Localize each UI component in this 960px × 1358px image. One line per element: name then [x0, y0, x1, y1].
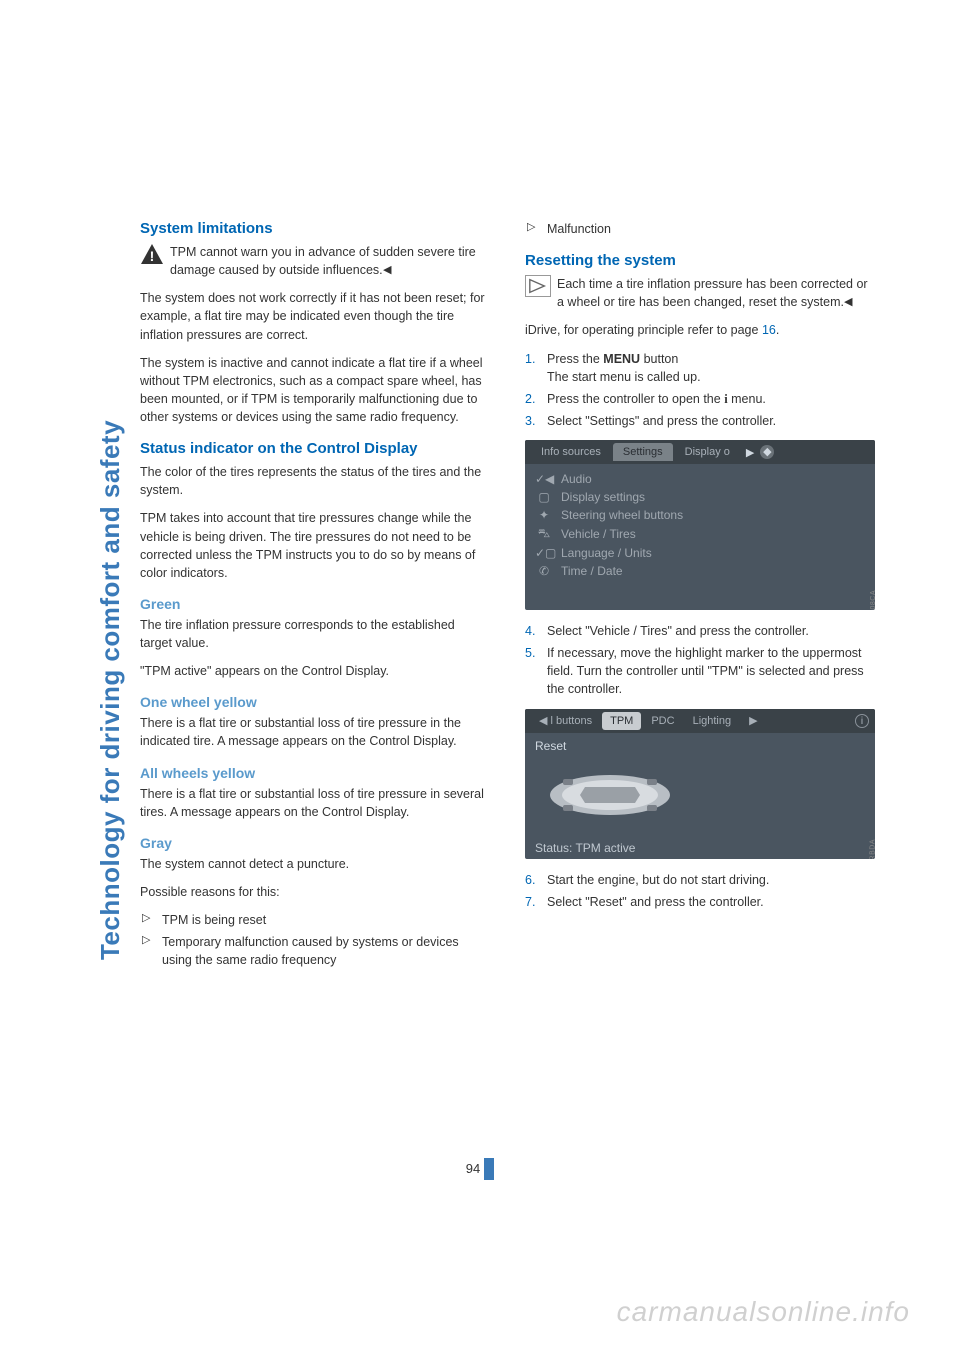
- body-text: iDrive, for operating principle refer to…: [525, 321, 875, 339]
- steps-list: 4.Select "Vehicle / Tires" and press the…: [525, 622, 875, 699]
- heading-status-indicator: Status indicator on the Control Display: [140, 440, 490, 457]
- body-text: "TPM active" appears on the Control Disp…: [140, 662, 490, 680]
- clock-icon: ✆: [535, 564, 553, 578]
- ss-menu-row: ✓▢Language / Units: [535, 544, 865, 562]
- step-item: 5.If necessary, move the highlight marke…: [525, 644, 875, 698]
- body-text: There is a flat tire or substantial loss…: [140, 714, 490, 750]
- step-item: 2. Press the controller to open the i me…: [525, 390, 875, 408]
- steps-list: 6.Start the engine, but do not start dri…: [525, 871, 875, 911]
- ss-tab: ◀ l buttons: [531, 711, 600, 730]
- side-section-title: Technology for driving comfort and safet…: [95, 420, 126, 960]
- page-link[interactable]: 16: [762, 323, 776, 337]
- body-text: The system does not work correctly if it…: [140, 289, 490, 343]
- heading-resetting: Resetting the system: [525, 252, 875, 269]
- body-text: Possible reasons for this:: [140, 883, 490, 901]
- left-column: System limitations ! TPM cannot warn you…: [140, 220, 490, 979]
- ss-menu-row: ✆Time / Date: [535, 562, 865, 580]
- arrow-right-icon: ▶: [741, 711, 765, 730]
- steps-list: 1. Press the MENU button The start menu …: [525, 350, 875, 431]
- warning-icon: !: [140, 243, 164, 265]
- body-text: The system is inactive and cannot indica…: [140, 354, 490, 427]
- ss-tab: Lighting: [685, 712, 740, 730]
- body-text: The color of the tires represents the st…: [140, 463, 490, 499]
- bullet-item: Malfunction: [525, 220, 875, 238]
- manual-page: Technology for driving comfort and safet…: [0, 0, 960, 1358]
- idrive-screenshot-tpm: ◀ l buttons TPM PDC Lighting ▶ i Reset: [525, 709, 875, 859]
- status-text: Status: TPM active: [535, 841, 635, 855]
- heading-system-limitations: System limitations: [140, 220, 490, 237]
- note-block: Each time a tire inflation pressure has …: [525, 275, 875, 311]
- car-icon: ⛍: [535, 526, 553, 542]
- bullet-list: TPM is being reset Temporary malfunction…: [140, 911, 490, 969]
- page-marker-bar: [484, 1158, 494, 1180]
- ss-tab: Display o: [675, 443, 740, 461]
- wheel-icon: ✦: [535, 508, 553, 522]
- subheading-one-wheel: One wheel yellow: [140, 694, 490, 710]
- ss-menu-row: ✦Steering wheel buttons: [535, 506, 865, 524]
- image-code: MN02-31-RBDA: [870, 839, 875, 859]
- ss-tab: Info sources: [531, 443, 611, 461]
- subheading-gray: Gray: [140, 835, 490, 851]
- idrive-screenshot-settings: Info sources Settings Display o ▶ ◆ ✓◀Au…: [525, 440, 875, 610]
- ss-menu-row: ⛍Vehicle / Tires: [535, 524, 865, 544]
- warning-block: ! TPM cannot warn you in advance of sudd…: [140, 243, 490, 279]
- page-number-block: 94: [0, 1158, 960, 1180]
- body-text: The tire inflation pressure corresponds …: [140, 616, 490, 652]
- body-text: TPM takes into account that tire pressur…: [140, 509, 490, 582]
- flag-icon: ✓▢: [535, 546, 553, 560]
- car-top-view-icon: [535, 765, 685, 825]
- note-icon: [525, 275, 551, 297]
- step-item: 4.Select "Vehicle / Tires" and press the…: [525, 622, 875, 640]
- ss-tab-active: Settings: [613, 443, 673, 461]
- step-item: 1. Press the MENU button The start menu …: [525, 350, 875, 386]
- audio-icon: ✓◀: [535, 472, 553, 486]
- arrow-right-icon: ▶: [742, 443, 758, 462]
- subheading-all-wheels: All wheels yellow: [140, 765, 490, 781]
- ss-menu-row: ✓◀Audio: [535, 470, 865, 488]
- ss-tab: PDC: [643, 712, 682, 730]
- display-icon: ▢: [535, 490, 553, 504]
- image-code: US202108CA: [870, 590, 875, 610]
- watermark: carmanualsonline.info: [617, 1296, 910, 1328]
- right-column: Malfunction Resetting the system Each ti…: [525, 220, 875, 979]
- page-number: 94: [466, 1161, 480, 1176]
- info-icon: i: [855, 714, 869, 728]
- step-item: 6.Start the engine, but do not start dri…: [525, 871, 875, 889]
- step-item: 7.Select "Reset" and press the controlle…: [525, 893, 875, 911]
- step-item: 3. Select "Settings" and press the contr…: [525, 412, 875, 430]
- svg-text:!: !: [150, 248, 155, 264]
- scroll-icon: ◆: [760, 445, 774, 459]
- warning-text: TPM cannot warn you in advance of sudden…: [170, 243, 490, 279]
- note-text: Each time a tire inflation pressure has …: [557, 275, 875, 311]
- body-text: The system cannot detect a puncture.: [140, 855, 490, 873]
- ss-tab-active: TPM: [602, 712, 641, 730]
- ss-menu-row: ▢Display settings: [535, 488, 865, 506]
- bullet-list: Malfunction: [525, 220, 875, 238]
- bullet-item: Temporary malfunction caused by systems …: [140, 933, 490, 969]
- bullet-item: TPM is being reset: [140, 911, 490, 929]
- subheading-green: Green: [140, 596, 490, 612]
- reset-label: Reset: [535, 739, 865, 753]
- body-text: There is a flat tire or substantial loss…: [140, 785, 490, 821]
